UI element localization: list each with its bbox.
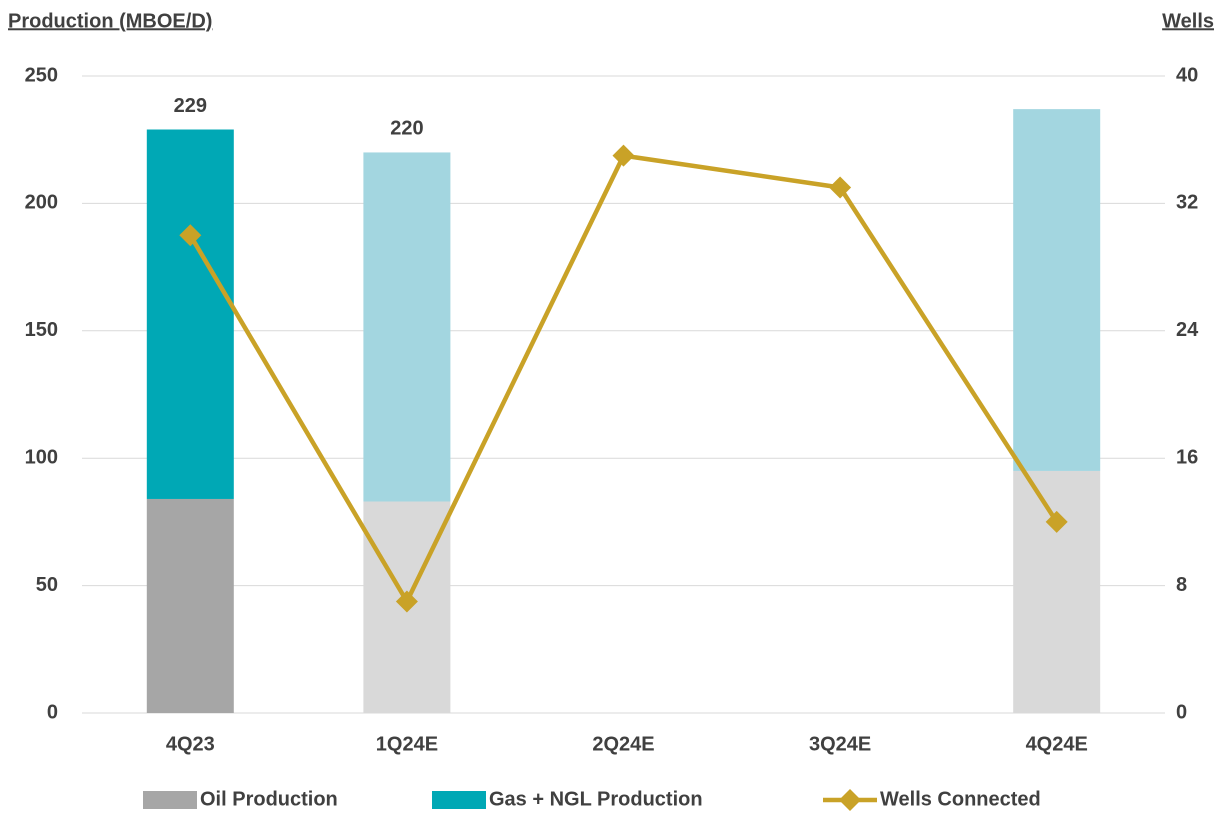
y-tick-label: 100 — [25, 446, 58, 468]
x-tick-label: 2Q24E — [592, 733, 654, 755]
y-tick-label: 0 — [47, 701, 58, 723]
total-label: 220 — [390, 118, 423, 140]
x-tick-label: 3Q24E — [809, 733, 871, 755]
legend-swatch — [143, 791, 197, 809]
x-tick-label: 1Q24E — [376, 733, 438, 755]
legend-label: Oil Production — [200, 788, 338, 810]
marker — [829, 176, 852, 199]
y2-tick-label: 0 — [1176, 701, 1187, 723]
marker — [612, 144, 635, 167]
y2-tick-label: 24 — [1176, 319, 1199, 341]
marker — [1045, 510, 1068, 533]
y-tick-label: 150 — [25, 319, 58, 341]
x-tick-label: 4Q23 — [166, 733, 215, 755]
bar — [146, 129, 234, 499]
line — [188, 153, 1059, 607]
x-tick-label: 4Q24E — [1026, 733, 1088, 755]
legend-marker — [839, 789, 861, 811]
bar — [146, 498, 234, 713]
marker — [179, 224, 202, 247]
bar — [363, 152, 451, 502]
y-axis-title: Production (MBOE/D) — [8, 10, 212, 32]
y2-tick-label: 40 — [1176, 64, 1198, 86]
y2-axis-title: Wells — [1162, 10, 1214, 32]
y2-tick-label: 16 — [1176, 446, 1198, 468]
legend-label: Wells Connected — [880, 788, 1041, 810]
y-tick-label: 200 — [25, 192, 58, 214]
legend-label: Gas + NGL Production — [489, 788, 703, 810]
bar — [1013, 470, 1101, 713]
total-label: 229 — [174, 95, 207, 117]
marker — [395, 590, 418, 613]
y2-tick-label: 8 — [1176, 574, 1187, 596]
y-tick-label: 250 — [25, 64, 58, 86]
y2-tick-label: 32 — [1176, 192, 1198, 214]
legend-swatch — [432, 791, 486, 809]
y-tick-label: 50 — [36, 574, 58, 596]
bar — [1013, 109, 1101, 471]
